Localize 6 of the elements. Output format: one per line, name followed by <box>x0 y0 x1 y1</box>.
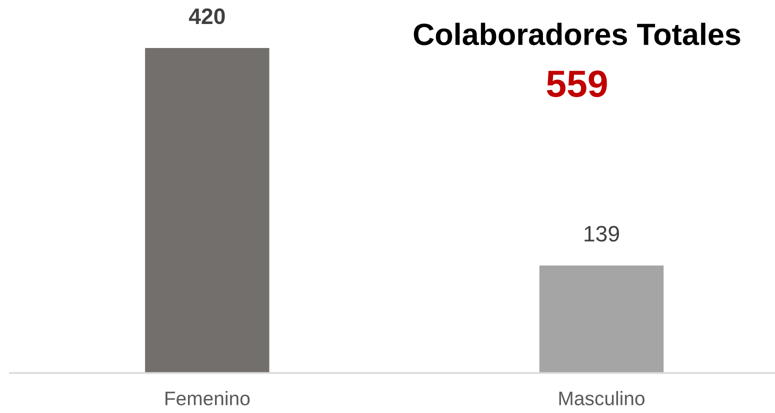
data-label: 420 <box>188 8 225 24</box>
chart-subtitle: 559 <box>546 70 607 98</box>
x-tick-label: Femenino <box>166 391 250 406</box>
chart-title: Colaboradores Totales <box>414 22 740 46</box>
x-tick-label: Masculino <box>559 391 644 406</box>
data-label: 139 <box>584 226 619 242</box>
